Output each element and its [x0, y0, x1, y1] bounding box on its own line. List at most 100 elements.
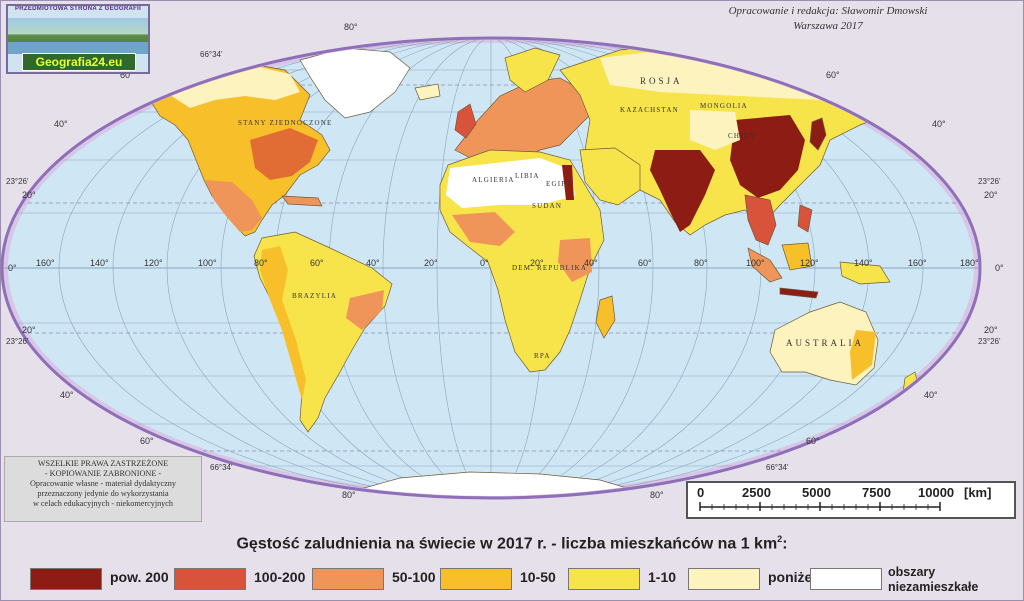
- british-isles: [454, 103, 477, 139]
- lon-label-40e: 40°: [584, 258, 598, 268]
- java: [779, 287, 819, 299]
- label-kazakhstan: KAZACHSTAN: [620, 106, 679, 114]
- lon-label-180: 180°: [960, 258, 979, 268]
- label-rpa: RPA: [534, 352, 551, 360]
- legend-swatch: [688, 568, 760, 590]
- legend-swatch: [568, 568, 640, 590]
- lon-label-140w: 140°: [90, 258, 109, 268]
- copyright-line-2: - KOPIOWANIE ZABRONIONE -: [44, 469, 162, 478]
- antarctic-circle-label-left: 66°34': [210, 463, 233, 472]
- logo-name: Geografia24.eu: [22, 53, 136, 71]
- australia-east: [850, 330, 876, 380]
- mexico: [205, 180, 262, 232]
- logo-top-text: PRZEDMIOTOWA STRONA Z GEOGRAFII: [14, 6, 142, 12]
- world-map: STANY ZJEDNOCZONE ROSJA KAZACHSTAN MONGO…: [0, 22, 1004, 500]
- legend-swatch: [440, 568, 512, 590]
- lon-label-60w: 60°: [310, 258, 324, 268]
- lat-label-60s-right: 60°: [806, 436, 820, 446]
- lat-label-80s-right: 80°: [650, 490, 664, 500]
- legend-label: 50-100: [392, 569, 436, 585]
- tropic-cancer-label: 23°26': [6, 177, 29, 186]
- lat-label-60n-right: 60°: [826, 70, 840, 80]
- scale-tick-2500: 2500: [742, 485, 771, 500]
- copyright-line-4: przeznaczony jedynie do wykorzystania: [37, 489, 169, 498]
- southeast-asia: [744, 194, 777, 246]
- indonesia-sumatra: [747, 247, 783, 283]
- philippines: [797, 204, 813, 233]
- legend-swatch: [312, 568, 384, 590]
- legend-label-line-2: niezamieszkałe: [888, 580, 979, 594]
- label-usa: STANY ZJEDNOCZONE: [238, 119, 332, 127]
- legend-label: 1-10: [648, 569, 677, 585]
- legend-label: pow. 200: [110, 569, 169, 585]
- legend-swatch: [810, 568, 882, 590]
- lat-label-80n: 80°: [344, 22, 358, 32]
- copyright-notice: WSZELKIE PRAWA ZASTRZEŻONE - KOPIOWANIE …: [4, 456, 202, 522]
- lat-label-40s-right: 40°: [924, 390, 938, 400]
- lon-label-0: 0°: [480, 258, 489, 268]
- label-kongo: DEM. REPUBLIKA: [512, 264, 587, 272]
- scale-unit: [km]: [964, 485, 991, 500]
- japan: [809, 117, 827, 151]
- scale-bar: 0 2500 5000 7500 10000 [km]: [686, 481, 1016, 519]
- lon-label-160e: 160°: [908, 258, 927, 268]
- china-east: [730, 115, 805, 198]
- lat-label-20n-right: 20°: [984, 190, 998, 200]
- scale-tick-0: 0: [697, 485, 704, 500]
- sahara: [446, 158, 575, 208]
- legend-label: obszary niezamieszkałe: [888, 565, 978, 595]
- legend-title-end: :: [782, 535, 788, 553]
- antarctic-circle-label-right: 66°34': [766, 463, 789, 472]
- lat-label-60n: 60°: [120, 70, 134, 80]
- madagascar: [595, 295, 616, 339]
- site-logo[interactable]: PRZEDMIOTOWA STRONA Z GEOGRAFII Geografi…: [6, 4, 150, 74]
- lon-label-100w: 100°: [198, 258, 217, 268]
- copyright-line-5: w celach edukacyjnych - niekomercyjnych: [32, 499, 174, 508]
- lon-label-120e: 120°: [800, 258, 819, 268]
- tropic-capricorn-label: 23°26': [6, 337, 29, 346]
- label-libya: LIBIA: [515, 172, 540, 180]
- caribbean: [281, 195, 323, 207]
- scale-tick-7500: 7500: [862, 485, 891, 500]
- label-russia: ROSJA: [640, 76, 683, 86]
- lat-label-0-right: 0°: [995, 263, 1004, 273]
- graticule-labels: 80° 60° 60° 40° 40° 20° 20° 0° 0° 20° 20…: [6, 22, 1004, 500]
- lon-label-20e: 20°: [530, 258, 544, 268]
- lat-label-40n: 40°: [54, 119, 68, 129]
- lat-label-40n-right: 40°: [932, 119, 946, 129]
- east-africa: [558, 238, 592, 282]
- lon-label-80w: 80°: [254, 258, 268, 268]
- arctic-circle-label: 66°34': [200, 50, 223, 59]
- lon-label-140e: 140°: [854, 258, 873, 268]
- legend-label: 100-200: [254, 569, 306, 585]
- lat-label-40s: 40°: [60, 390, 74, 400]
- scale-tick-10000: 10000: [918, 485, 954, 500]
- indonesia-borneo: [781, 242, 813, 271]
- logo-water-image: [8, 42, 148, 54]
- scale-bar-graphic: 0 2500 5000 7500 10000 [km]: [697, 485, 991, 511]
- india: [650, 150, 715, 232]
- west-africa: [452, 212, 515, 246]
- author-block: Opracowanie i redakcja: Sławomir Dmowski…: [728, 4, 928, 34]
- label-algeria: ALGIERIA: [472, 176, 515, 184]
- lon-label-160w: 160°: [36, 258, 55, 268]
- lat-label-80s: 80°: [342, 490, 356, 500]
- lat-label-20s: 20°: [22, 325, 36, 335]
- label-egypt: EGIPT: [546, 180, 572, 188]
- greenland: [299, 47, 411, 119]
- lon-label-120w: 120°: [144, 258, 163, 268]
- legend-swatch: [30, 568, 102, 590]
- author-line: Opracowanie i redakcja: Sławomir Dmowski: [728, 5, 928, 17]
- china-west: [690, 110, 740, 150]
- legend-title: Gęstość zaludnienia na świecie w 2017 r.…: [0, 534, 1024, 553]
- lon-label-40w: 40°: [366, 258, 380, 268]
- tropic-cancer-label-right: 23°26': [978, 177, 1001, 186]
- tropic-capricorn-label-right: 23°26': [978, 337, 1001, 346]
- copyright-line-1: WSZELKIE PRAWA ZASTRZEŻONE: [37, 459, 169, 468]
- iceland: [414, 83, 441, 101]
- lat-label-60s: 60°: [140, 436, 154, 446]
- middle-east: [579, 147, 641, 206]
- author-place-year: Warszawa 2017: [793, 20, 863, 32]
- scandinavia: [504, 47, 561, 93]
- legend-title-superscript: 2: [777, 534, 783, 544]
